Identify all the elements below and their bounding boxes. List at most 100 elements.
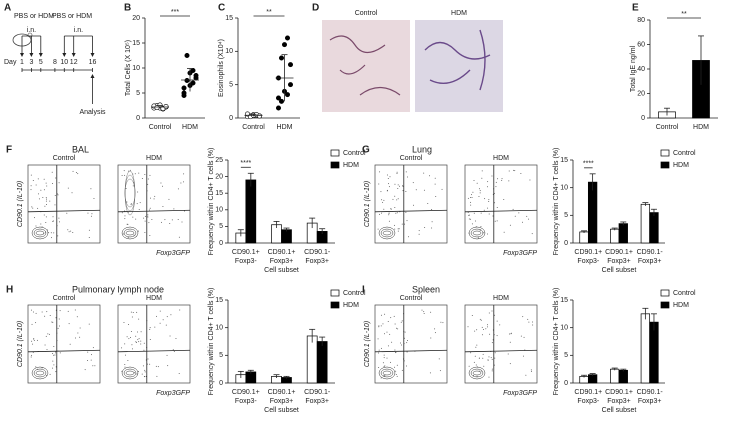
y-tick-label: 15 [215,190,223,197]
tissue [329,35,401,96]
flow-event [507,353,509,355]
flow-event [423,189,425,191]
flow-y-label: CD90.1 (IL-10) [17,181,24,227]
flow-event [430,337,432,339]
flow-event [45,221,47,223]
x-tick-label: Control [656,124,679,131]
flow-event [423,312,425,314]
flow-event [35,225,37,227]
flow-event [471,194,473,196]
flow-event [525,374,527,376]
x-axis-label: Cell subset [264,407,299,414]
flow-event [387,321,389,323]
flow-event [404,223,406,225]
flow-event [77,173,79,175]
flow-plot-label: HDM [493,295,509,302]
flow-event [177,188,179,190]
flow-event [180,182,182,184]
flow-event [484,198,486,200]
flow-event [38,198,40,200]
flow-event [481,326,483,328]
legend-label: Control [343,150,366,157]
flow-event [383,199,385,201]
y-tick-label: 0 [564,240,568,247]
flow-event [439,370,441,372]
legend-label: Control [673,150,696,157]
flow-event [503,199,505,201]
flow-event [482,357,484,359]
treatment: PBS or HDM [52,13,92,20]
flow-event [144,232,146,234]
flow-event [390,208,392,210]
flow-event [55,371,57,373]
flow-event [490,357,492,359]
x-axis-label: Cell subset [602,267,637,274]
flow-event [74,309,76,311]
flow-event [494,352,496,354]
flow-event [528,218,530,220]
day-number: 3 [29,59,33,66]
flow-event [383,354,385,356]
flow-event [92,347,94,349]
x-tick-label: Foxp3- [235,398,257,405]
flow-event [93,198,95,200]
flow-event [494,357,496,359]
flow-event [496,335,498,337]
flow-event [157,366,159,368]
flow-event [483,365,485,367]
flow-contour [33,368,47,378]
flow-event [72,231,74,233]
flow-event [150,197,152,199]
flow-event [164,219,166,221]
flow-event [394,195,396,197]
panel-letter: G [362,145,370,156]
flow-event [52,367,54,369]
data-point [184,52,190,58]
x-tick-label: CD90.1+ [232,249,260,256]
flow-contour [470,368,484,378]
flow-event [384,375,386,377]
flow-event [123,321,125,323]
flow-event [147,358,149,360]
y-tick-label: 15 [225,15,233,22]
flow-event [468,214,470,216]
flow-event [396,364,398,366]
bar [610,228,620,244]
flow-event [166,316,168,318]
flow-event [52,216,54,218]
flow-event [79,327,81,329]
flow-event [473,361,475,363]
flow-event [37,207,39,209]
flow-event [475,364,477,366]
data-point [163,104,169,110]
flow-event [130,336,132,338]
flow-event [434,332,436,334]
flow-event [173,208,175,210]
flow-event [531,233,533,235]
flow-event [55,352,57,354]
flow-event [68,323,70,325]
flow-event [36,339,38,341]
flow-event [58,221,60,223]
flow-event [87,212,89,214]
flow-event [138,338,140,340]
flow-event [388,214,390,216]
flow-event [149,328,151,330]
y-tick-label: 0 [641,115,645,122]
flow-event [384,313,386,315]
flow-event [530,370,532,372]
flow-x-label: Foxp3GFP [156,390,190,397]
flow-event [399,342,401,344]
flow-event [136,203,138,205]
flow-event [87,351,89,353]
bar [618,369,628,384]
y-tick-label: 0 [219,240,223,247]
micrograph-d [322,20,503,112]
x-tick-label: Foxp3- [577,398,599,405]
flow-event [397,228,399,230]
flow-event [140,331,142,333]
arrow-head [62,53,67,57]
flow-contour [382,230,392,236]
data-point [275,95,281,101]
flow-event [45,335,47,337]
